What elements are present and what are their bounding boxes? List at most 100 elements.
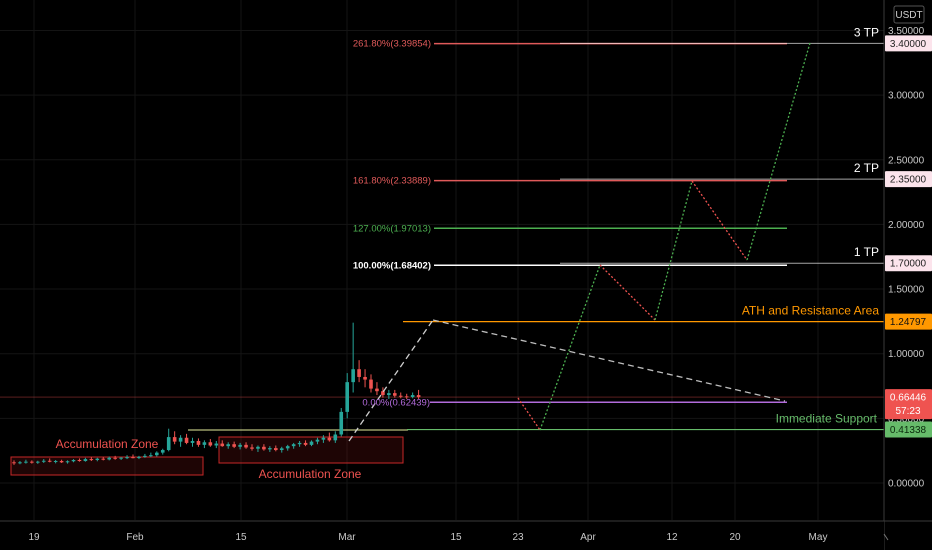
y-tick-label: 1.00000 [888, 349, 925, 360]
candle-body [327, 437, 332, 441]
candle-body [166, 437, 171, 451]
candle-body [244, 444, 248, 448]
price-tag-bg [885, 313, 932, 330]
candle-body [315, 439, 320, 442]
candle-body [59, 461, 64, 463]
x-tick-label: Apr [580, 532, 596, 543]
accumulation-zone-1-label: Accumulation Zone [56, 437, 159, 451]
candle-body [113, 457, 117, 459]
x-tick-label: 19 [28, 532, 40, 543]
candle-body [137, 456, 141, 459]
candle-body [381, 391, 385, 396]
candle-body [184, 437, 189, 443]
price-axis-bg [884, 0, 932, 550]
candle-body [285, 446, 290, 449]
x-tick-label: Mar [338, 532, 356, 543]
price-tag-bg [885, 171, 932, 188]
candle-body [131, 457, 135, 459]
candle-body [214, 443, 219, 446]
ath-annotation: ATH and Resistance Area [742, 304, 880, 318]
y-tick-label: 2.00000 [888, 220, 925, 231]
x-tick-label: Feb [126, 532, 144, 543]
candle-body [143, 455, 147, 457]
candle-body [149, 455, 153, 457]
projection-paths [348, 42, 811, 442]
candle-body [220, 443, 225, 447]
fib-level-label: 127.00%(1.97013) [353, 223, 431, 234]
price-tag-bg [885, 35, 932, 52]
support-annotation: Immediate Support [776, 412, 878, 426]
candle-body [250, 447, 254, 449]
candle-body [155, 452, 159, 456]
candles [12, 322, 421, 465]
fib-levels [0, 42, 884, 431]
candle-body [333, 434, 338, 441]
candle-body [65, 461, 70, 463]
candle-body [36, 461, 40, 463]
candle-body [369, 379, 373, 389]
candle-body [268, 448, 272, 450]
candle-body [357, 369, 361, 377]
candle-body [71, 459, 76, 462]
candle-body [208, 442, 213, 446]
price-tag-countdown: 57:23 [895, 406, 920, 417]
candle-body [321, 437, 326, 440]
x-tick-label: 23 [512, 532, 524, 543]
projection-pullback-1 [599, 264, 656, 321]
accumulation-zone-2-box [218, 436, 404, 464]
price-tag-bg [885, 255, 932, 272]
fib-level-label: 161.80%(2.33889) [353, 176, 431, 187]
x-tick-label: 15 [450, 532, 462, 543]
projection-dip [517, 397, 541, 431]
price-tag-label: 2.35000 [890, 175, 927, 186]
candle-body [232, 444, 236, 447]
price-tag-label: 3.40000 [890, 39, 927, 50]
y-tick-label: 3.50000 [888, 26, 925, 37]
candle-body [24, 461, 28, 463]
target-label: 3 TP [854, 25, 879, 39]
y-tick-label: 0.00000 [888, 479, 925, 490]
projection-pullback-2 [691, 180, 748, 261]
x-tick-label: 15 [235, 532, 247, 543]
y-tick-label: 0.50000 [888, 414, 925, 425]
chart-grid [0, 0, 884, 520]
candle-body [95, 458, 100, 460]
candle-body [89, 459, 94, 461]
time-axis[interactable]: 19 Feb 15 Mar 15 23 Apr 12 20 May [0, 520, 932, 550]
target-label: 1 TP [854, 245, 879, 259]
candle-body [47, 460, 52, 462]
x-tick-label: 12 [666, 532, 678, 543]
candle-body [53, 461, 58, 463]
candle-body [303, 442, 308, 445]
x-tick-label: May [809, 532, 828, 543]
candle-body [172, 437, 177, 442]
price-tag-label: 1.24797 [890, 317, 927, 328]
candle-body [363, 376, 367, 380]
candle-body [279, 448, 284, 451]
currency-badge [893, 5, 925, 24]
price-tag-label: 1.70000 [890, 259, 927, 270]
candle-body [119, 457, 123, 459]
time-axis-bg [0, 521, 884, 550]
candle-body [83, 459, 88, 462]
axis-corner-mark [883, 533, 889, 541]
candle-body [297, 442, 302, 445]
candle-body [41, 460, 46, 462]
fib-level-label: 261.80%(3.39854) [353, 39, 431, 50]
candle-body [107, 457, 111, 460]
candle-body [125, 457, 129, 459]
candle-body [190, 440, 195, 443]
candle-body [238, 444, 242, 447]
candle-body [309, 441, 314, 445]
y-tick-label: 3.00000 [888, 91, 925, 102]
candle-body [178, 437, 183, 442]
accumulation-zone-2-label: Accumulation Zone [259, 467, 362, 481]
candle-body [416, 395, 421, 398]
candle-body [160, 450, 165, 453]
price-axis[interactable]: USDT 3.50000 3.00000 2.50000 2.00000 1.50000 1… [883, 0, 932, 550]
candle-body [262, 446, 266, 450]
candle-body [339, 411, 344, 435]
y-tick-label: 2.50000 [888, 155, 925, 166]
fib-level-label: 100.00%(1.68402) [353, 260, 431, 271]
